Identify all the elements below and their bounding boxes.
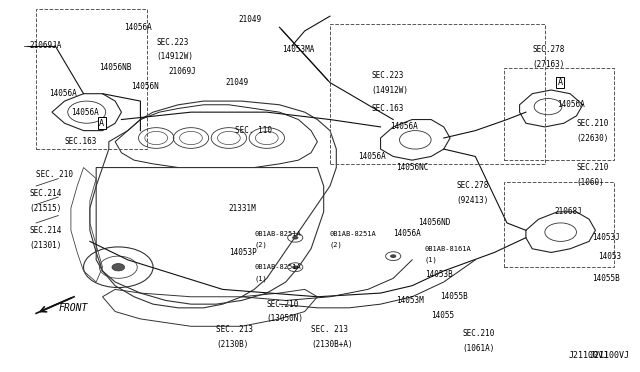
Text: 14056A: 14056A	[557, 100, 585, 109]
Text: SEC. 110: SEC. 110	[236, 126, 272, 135]
Text: J21100VJ: J21100VJ	[589, 351, 629, 360]
Text: 14053J: 14053J	[592, 233, 620, 242]
Text: 14056A: 14056A	[71, 108, 99, 117]
Text: 21049: 21049	[226, 78, 249, 87]
Text: SEC.214: SEC.214	[30, 226, 62, 235]
Text: 14055B: 14055B	[592, 274, 620, 283]
Text: FRONT: FRONT	[58, 303, 88, 313]
Text: 21049: 21049	[238, 15, 262, 24]
Text: 14056ND: 14056ND	[419, 218, 451, 227]
Text: 14056A: 14056A	[390, 122, 418, 131]
Text: (21515): (21515)	[30, 203, 62, 213]
Text: 21069J: 21069J	[169, 67, 196, 76]
Circle shape	[112, 263, 125, 271]
Text: SEC.278: SEC.278	[456, 182, 489, 190]
Text: (2): (2)	[254, 242, 267, 248]
Text: SEC.163: SEC.163	[65, 137, 97, 146]
Text: 14053B: 14053B	[425, 270, 452, 279]
Text: SEC.210: SEC.210	[577, 163, 609, 172]
Text: 21068J: 21068J	[554, 207, 582, 217]
Text: 21069JA: 21069JA	[30, 41, 62, 50]
Text: (1): (1)	[425, 257, 438, 263]
Circle shape	[292, 236, 298, 240]
Text: (1): (1)	[254, 275, 267, 282]
Text: (14912W): (14912W)	[371, 86, 408, 94]
Text: (13050N): (13050N)	[267, 314, 304, 323]
Text: SEC.210: SEC.210	[577, 119, 609, 128]
Circle shape	[292, 265, 298, 269]
Text: 14053M: 14053M	[396, 296, 424, 305]
Text: (27163): (27163)	[532, 60, 564, 69]
Text: SEC. 210: SEC. 210	[36, 170, 73, 179]
Text: 0B1AB-8251A: 0B1AB-8251A	[254, 231, 301, 237]
Text: 14055: 14055	[431, 311, 454, 320]
Text: SEC.210: SEC.210	[267, 300, 299, 309]
Text: 14056A: 14056A	[358, 152, 386, 161]
Text: 14056NC: 14056NC	[396, 163, 429, 172]
Circle shape	[390, 254, 396, 258]
Text: (2130B+A): (2130B+A)	[311, 340, 353, 349]
Text: (1060): (1060)	[577, 178, 604, 187]
Text: SEC. 213: SEC. 213	[311, 326, 348, 334]
Text: 14053P: 14053P	[229, 248, 257, 257]
Text: SEC.214: SEC.214	[30, 189, 62, 198]
Text: SEC.210: SEC.210	[463, 329, 495, 338]
Text: SEC.223: SEC.223	[156, 38, 189, 46]
Text: 21331M: 21331M	[229, 203, 257, 213]
Text: SEC.163: SEC.163	[371, 104, 403, 113]
Text: 14056A: 14056A	[125, 23, 152, 32]
Text: SEC. 213: SEC. 213	[216, 326, 253, 334]
Text: (22630): (22630)	[577, 134, 609, 142]
Text: SEC.223: SEC.223	[371, 71, 403, 80]
Text: A: A	[99, 119, 104, 128]
Text: 14056N: 14056N	[131, 82, 159, 91]
Text: (2130B): (2130B)	[216, 340, 248, 349]
Text: (92413): (92413)	[456, 196, 489, 205]
Text: SEC.278: SEC.278	[532, 45, 564, 54]
Text: 0B1AB-8251A: 0B1AB-8251A	[254, 264, 301, 270]
Text: (21301): (21301)	[30, 241, 62, 250]
Text: 0B1AB-8251A: 0B1AB-8251A	[330, 231, 377, 237]
Text: 14055B: 14055B	[440, 292, 468, 301]
Text: 14056A: 14056A	[49, 89, 77, 98]
Text: (14912W): (14912W)	[156, 52, 193, 61]
Text: A: A	[557, 78, 563, 87]
Text: J21100VJ: J21100VJ	[568, 350, 608, 359]
Text: 14053: 14053	[598, 251, 621, 261]
Text: 0B1AB-8161A: 0B1AB-8161A	[425, 246, 472, 252]
Text: 14056NB: 14056NB	[99, 63, 132, 72]
Text: (1061A): (1061A)	[463, 344, 495, 353]
Text: 14053MA: 14053MA	[283, 45, 315, 54]
Text: 14056A: 14056A	[393, 230, 421, 238]
Text: (2): (2)	[330, 242, 343, 248]
